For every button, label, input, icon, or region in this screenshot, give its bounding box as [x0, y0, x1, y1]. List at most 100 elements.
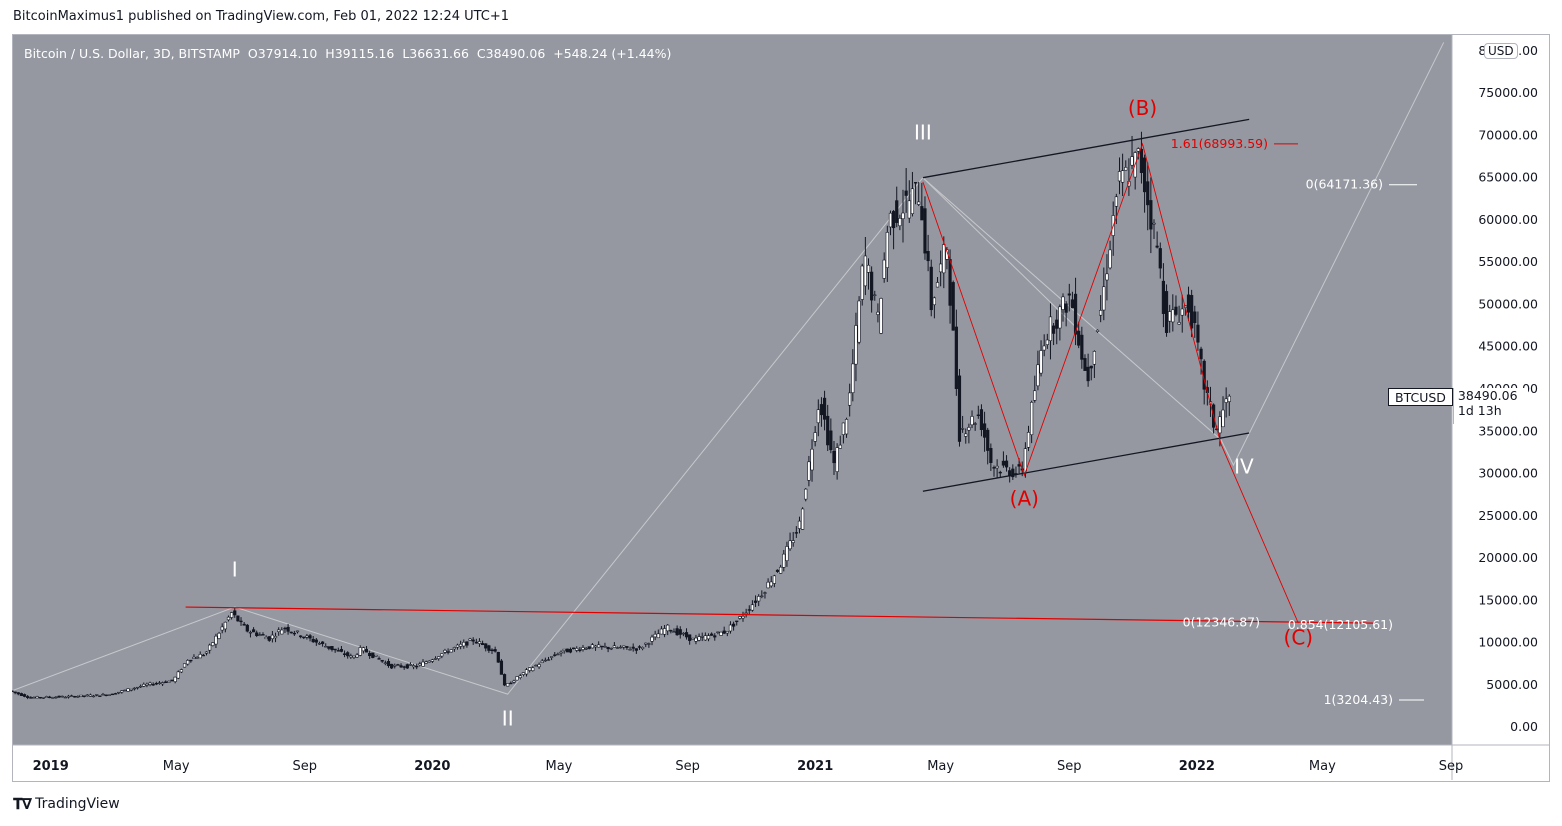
candle [1102, 267, 1106, 321]
candle [609, 647, 613, 651]
candle [622, 645, 626, 650]
price-chart[interactable]: IIIIIIIV(A)(B)(C)1.61(68993.59)0(64171.3… [12, 34, 1550, 782]
candle [261, 632, 265, 636]
close-value: 38490.06 [485, 46, 546, 61]
candle [1045, 333, 1049, 349]
candle [841, 422, 845, 444]
candle [782, 550, 786, 572]
price-tag-values: 38490.06 1d 13h [1452, 388, 1528, 424]
candle [38, 696, 42, 699]
y-tick-label: 10000.00 [1478, 635, 1538, 650]
candle [741, 611, 745, 622]
y-tick-label: 65000.00 [1478, 170, 1538, 185]
candle [1121, 153, 1125, 197]
candle [371, 652, 375, 659]
candle [123, 689, 127, 692]
candle [217, 631, 221, 640]
x-tick-label: Sep [1057, 759, 1082, 774]
candle [490, 648, 494, 655]
candle [681, 632, 685, 637]
time-axis[interactable]: 2019 May Sep 2020 May Sep 2021 May Sep 2022 May Sep [33, 759, 1464, 774]
high-value: 39115.16 [334, 46, 395, 61]
candle [957, 368, 962, 447]
footer-brand[interactable]: 𝐓∇ TradingView [13, 795, 120, 813]
candle [396, 663, 400, 666]
x-tick-label: 2021 [797, 759, 833, 774]
candle [553, 652, 557, 657]
candle [455, 643, 460, 650]
candle [352, 655, 356, 660]
candle [267, 636, 271, 642]
candle [675, 625, 679, 636]
candle [851, 349, 855, 402]
last-price-tag: BTCUSD 38490.06 1d 13h [1388, 388, 1528, 424]
x-tick-label: 2022 [1179, 759, 1215, 774]
candle [628, 646, 632, 651]
candle [440, 653, 444, 659]
candle [791, 531, 795, 547]
candle [270, 630, 275, 643]
candle [236, 615, 240, 622]
candle [562, 648, 566, 654]
candle [1227, 394, 1231, 416]
candle [898, 214, 902, 231]
candle [753, 595, 758, 608]
candle [214, 633, 218, 648]
candle [710, 632, 714, 636]
candle [979, 404, 984, 437]
candle [826, 404, 830, 451]
candle [393, 663, 397, 669]
low-value: 36631.66 [409, 46, 469, 61]
candle [982, 411, 987, 452]
high-key: H [325, 46, 335, 61]
support-line [185, 606, 1375, 624]
candle [48, 695, 52, 699]
candle [870, 266, 874, 313]
candle [641, 646, 645, 651]
candle [173, 676, 177, 684]
currency-button[interactable]: USD [1484, 43, 1518, 59]
candle [104, 694, 108, 697]
candle [1171, 294, 1175, 332]
abc-wave-path [922, 142, 1299, 624]
candle [578, 647, 582, 653]
candle [264, 635, 268, 640]
candle [349, 653, 353, 659]
candle [443, 648, 447, 655]
wave-label: I [232, 558, 238, 582]
candle [939, 250, 943, 287]
candle [324, 643, 328, 648]
channel-upper-line [922, 118, 1250, 179]
candle [1161, 263, 1166, 328]
candle [575, 646, 579, 653]
candle [512, 679, 516, 684]
candle [625, 646, 629, 650]
candle [57, 695, 61, 698]
candle [273, 632, 278, 643]
candle [148, 681, 152, 687]
y-tick-label: 60000.00 [1478, 212, 1538, 227]
candle [801, 507, 805, 530]
candle [390, 663, 394, 670]
price-tag-countdown: 1d 13h [1457, 403, 1502, 418]
candle [1105, 254, 1109, 301]
candle [917, 181, 921, 207]
candle [302, 636, 306, 640]
candle [766, 578, 770, 589]
candle [848, 383, 852, 417]
candle [311, 635, 315, 643]
candle [615, 646, 620, 649]
candle [132, 687, 136, 691]
candle [750, 600, 755, 612]
candle [233, 607, 237, 618]
candle [1080, 326, 1084, 369]
candle [612, 642, 616, 648]
candle [1077, 321, 1081, 349]
candle [305, 633, 309, 640]
candle [1001, 451, 1006, 468]
open-value: 37914.10 [257, 46, 318, 61]
candle [678, 626, 682, 639]
x-tick-label: May [927, 759, 954, 774]
candle [650, 634, 654, 646]
candle [700, 632, 704, 642]
